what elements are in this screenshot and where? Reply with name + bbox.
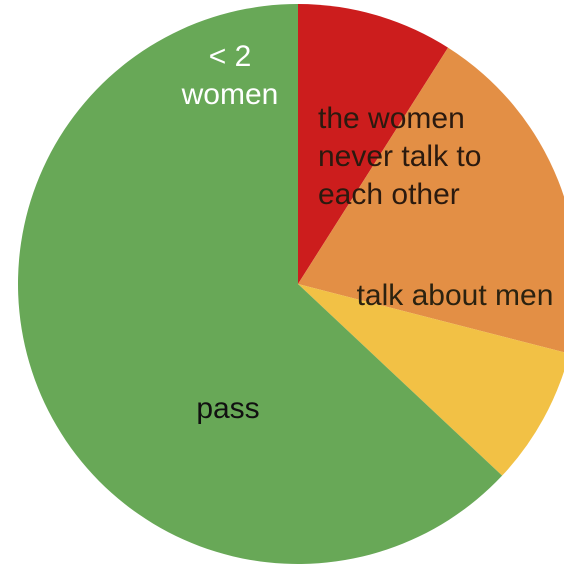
pie-label-line: the women	[318, 102, 465, 135]
pie-label-talk-about-men: talk about men	[357, 279, 554, 312]
pie-label-pass: pass	[196, 392, 259, 425]
pie-label-line: each other	[318, 178, 460, 211]
pie-label-line: women	[181, 78, 279, 111]
pie-label-line: pass	[196, 392, 259, 425]
pie-slices	[17, 4, 564, 564]
pie-label-line: < 2	[209, 40, 252, 73]
pie-label-line: talk about men	[357, 279, 554, 312]
pie-label-2-women: < 2 women	[181, 40, 279, 111]
pie-slice-pass	[17, 4, 503, 564]
pie-slice-the-women-never-talk-to-each-other	[298, 47, 564, 353]
pie-slice-talk-about-men	[298, 284, 564, 476]
pie-label-the-women-never-talk-to-each-other: the women never talk to each other	[318, 102, 481, 211]
pie-labels: < 2 women the women never talk to each other…	[181, 40, 554, 425]
pie-label-line: never talk to	[318, 140, 481, 173]
pie-slice-2-women	[298, 4, 449, 284]
